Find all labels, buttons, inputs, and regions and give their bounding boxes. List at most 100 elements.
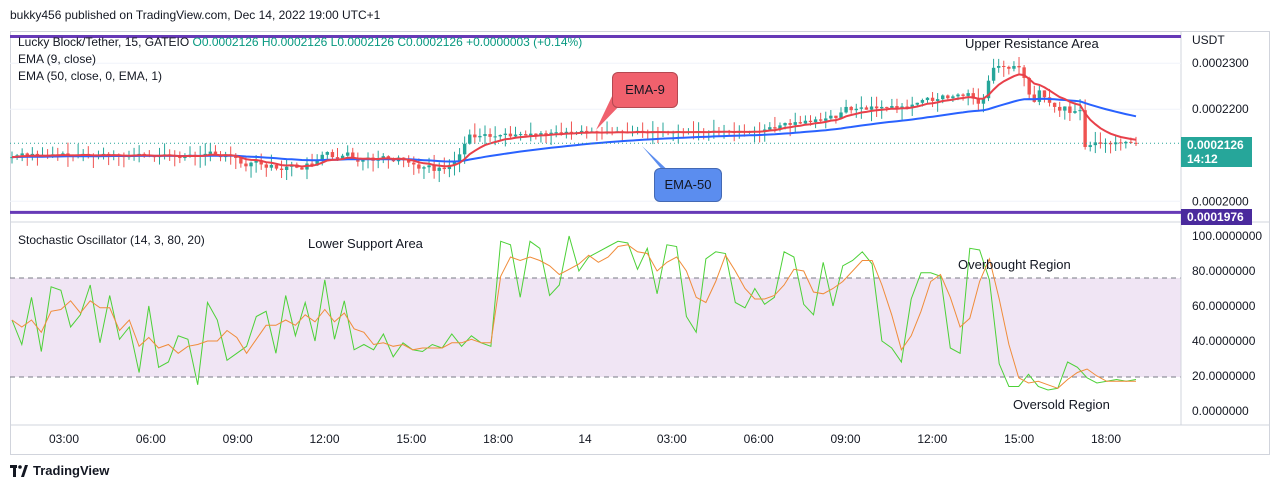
candle-body xyxy=(1042,90,1047,98)
osc-tick-label: 0.0000000 xyxy=(1192,404,1249,418)
candle-body xyxy=(503,133,508,136)
annotation-overbought: Overbought Region xyxy=(958,257,1071,272)
legend-ohlc: O0.0002126 H0.0002126 L0.0002126 C0.0002… xyxy=(192,35,583,49)
footer-brand-name: TradingView xyxy=(33,463,110,478)
candle-body xyxy=(951,96,955,99)
candle-body xyxy=(1083,110,1087,147)
candle-body xyxy=(554,132,558,134)
candle-body xyxy=(971,93,975,99)
candle-body xyxy=(559,132,563,134)
chart-frame xyxy=(10,31,1270,455)
candle-body xyxy=(834,115,838,118)
candle-body xyxy=(284,166,289,170)
candle-body xyxy=(844,106,848,113)
candle-body xyxy=(935,99,940,101)
time-tick-label: 18:00 xyxy=(483,432,513,446)
osc-tick-label: 80.0000000 xyxy=(1192,264,1256,278)
time-tick-label: 15:00 xyxy=(1004,432,1034,446)
candle-body xyxy=(442,167,447,170)
candle-body xyxy=(890,106,894,108)
annotation-lower: Lower Support Area xyxy=(308,236,423,251)
support-level-tag: 0.0001976 xyxy=(1181,209,1252,225)
candle-body xyxy=(452,160,457,165)
candle-body xyxy=(259,160,263,165)
candle-body xyxy=(264,164,268,168)
candle-body xyxy=(1047,97,1052,103)
candle-body xyxy=(1063,106,1067,111)
candle-body xyxy=(340,155,345,160)
axis-labels: 0.0002300 0.0002200 0.0002000 100.0000000 80… xyxy=(49,56,1262,446)
candle-body xyxy=(1002,65,1006,67)
candle-body xyxy=(869,106,874,110)
candle-body xyxy=(10,157,14,159)
candle-body xyxy=(920,100,925,103)
candle-body xyxy=(407,160,411,163)
candle-body xyxy=(523,134,528,136)
candle-body xyxy=(427,165,431,168)
candle-body xyxy=(1129,141,1133,143)
candle-body xyxy=(310,163,314,166)
legend-ema50: EMA (50, close, 0, EMA, 1) xyxy=(18,69,163,83)
time-tick-label: 06:00 xyxy=(136,432,166,446)
osc-tick-label: 100.0000000 xyxy=(1192,229,1262,243)
candle-body xyxy=(1012,65,1016,69)
candle-body xyxy=(895,106,899,109)
tradingview-logo-icon xyxy=(10,464,28,477)
candle-body xyxy=(874,106,879,109)
ema9-callout: EMA-9 xyxy=(612,72,678,108)
levels xyxy=(10,35,1181,214)
candle-body xyxy=(473,134,477,138)
candle-body xyxy=(996,65,1001,68)
annotation-upper: Upper Resistance Area xyxy=(965,36,1099,51)
candle-body xyxy=(773,127,777,129)
candle-body xyxy=(839,112,843,118)
candle-body xyxy=(976,98,981,104)
candle-body xyxy=(213,151,218,155)
candle-body xyxy=(788,123,792,125)
candle-body xyxy=(824,118,828,121)
candle-body xyxy=(254,160,258,163)
candle-body xyxy=(269,164,274,168)
candle-body xyxy=(849,106,853,111)
candle-body xyxy=(437,167,441,171)
candle-body xyxy=(300,167,304,170)
candle-body xyxy=(432,165,436,171)
footer-brand: TradingView xyxy=(10,463,109,478)
candle-body xyxy=(981,98,986,104)
ema-lines xyxy=(11,73,1137,168)
candle-body xyxy=(880,106,884,109)
candle-body xyxy=(1032,94,1036,102)
candle-body xyxy=(274,164,279,169)
candle-body xyxy=(1119,142,1123,144)
ema50-callout: EMA-50 xyxy=(654,168,722,202)
candle-body xyxy=(569,131,574,134)
candle-body xyxy=(320,154,324,160)
candle-body xyxy=(234,156,238,159)
candle-body xyxy=(549,132,553,135)
ema50-line xyxy=(11,97,1137,163)
stoch-d-line xyxy=(11,244,1136,389)
candle-body xyxy=(493,136,497,138)
osc-tick-label: 60.0000000 xyxy=(1192,299,1256,313)
candle-body xyxy=(859,107,864,109)
candle-body xyxy=(946,95,950,99)
stoch-k-line xyxy=(11,235,1137,391)
candle-body xyxy=(829,115,833,119)
candle-countdown: 14:12 xyxy=(1187,152,1218,166)
candle-body xyxy=(315,159,319,166)
time-tick-label: 18:00 xyxy=(1091,432,1121,446)
ema9-line xyxy=(11,73,1137,168)
candle-body xyxy=(412,162,416,165)
publisher-line: bukky456 published on TradingView.com, D… xyxy=(10,8,381,22)
price-tick-label: 0.0002200 xyxy=(1192,102,1249,116)
candle-body xyxy=(793,122,797,125)
candle-body xyxy=(25,153,29,156)
candle-body xyxy=(925,97,930,101)
candle-body xyxy=(778,125,782,129)
annotation-oversold: Oversold Region xyxy=(1013,397,1110,412)
oscillator-band xyxy=(10,278,1181,377)
candle-body xyxy=(1093,142,1098,146)
candle-body xyxy=(1022,67,1026,78)
candle-body xyxy=(539,133,543,136)
